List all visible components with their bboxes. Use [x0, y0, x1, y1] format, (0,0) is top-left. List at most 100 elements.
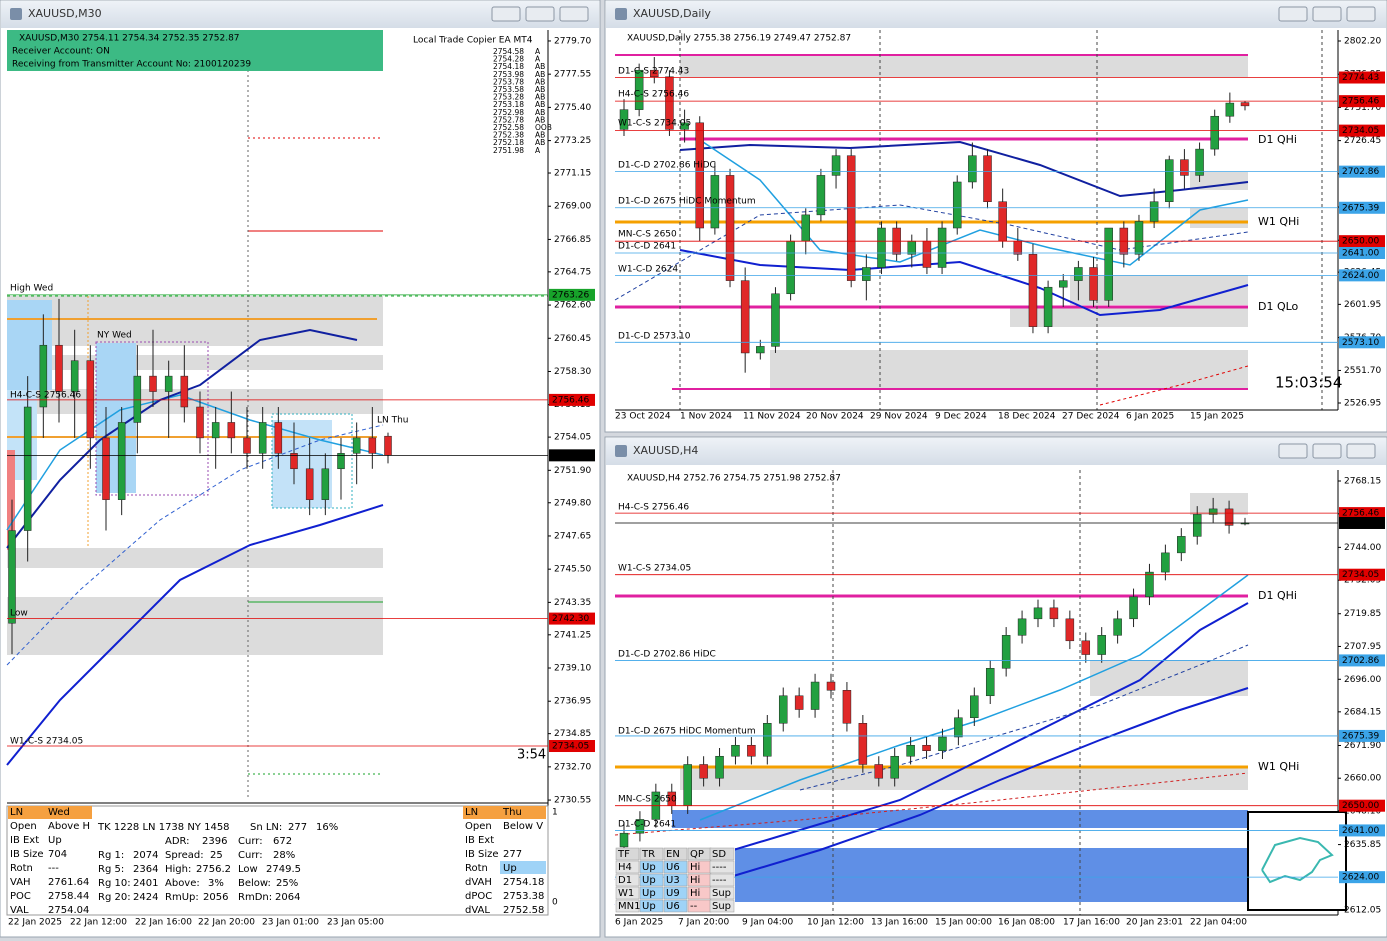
ladder-code: AB: [535, 77, 545, 86]
window-button[interactable]: [1278, 443, 1308, 459]
ladder-code: A: [535, 47, 541, 56]
table-text: Sup: [712, 901, 731, 912]
window-button[interactable]: [559, 6, 589, 22]
price-tick-label: 2768.15: [1344, 476, 1381, 486]
window-button[interactable]: [491, 6, 521, 22]
candle-body: [1043, 286, 1053, 327]
candle-body: [8, 530, 16, 624]
table-text: D1: [618, 875, 632, 886]
price-tick-label: 2758.30: [554, 367, 591, 377]
time-label: 22 Jan 04:00: [1190, 918, 1247, 928]
price-tick-label: 2771.15: [554, 169, 591, 179]
price-tick-label: 2779.70: [554, 36, 591, 46]
price-tag: [549, 393, 595, 406]
ladder-price: 2754.28: [493, 55, 524, 64]
candle-body: [731, 744, 740, 757]
candle-body: [740, 280, 750, 354]
stat: 25: [210, 850, 223, 861]
candle-body: [368, 437, 377, 454]
candle-body: [985, 668, 995, 697]
table-cell: [615, 860, 640, 874]
ladder-price: 2753.18: [493, 100, 524, 109]
price-tag: [1339, 507, 1385, 520]
price-tick-label: 2671.90: [1344, 741, 1381, 751]
stat: 2756.2: [196, 864, 231, 875]
level-label: D1-C-D 2702.86 HiDC: [618, 161, 716, 171]
window-icon: [615, 8, 627, 20]
stat: Below:: [238, 878, 271, 889]
candle-body: [922, 240, 932, 268]
stat: TK 1228 LN 1738 NY 1458: [97, 822, 230, 833]
stat: 28%: [273, 850, 295, 861]
ea-name: Local Trade Copier EA MT4: [413, 36, 533, 46]
price-tick-label: 2719.85: [1344, 609, 1381, 619]
window-button[interactable]: [1346, 443, 1376, 459]
candle-body: [907, 240, 917, 255]
candle-body: [725, 175, 735, 281]
price-tag-label: 2650.00: [1342, 237, 1379, 247]
panel-cell: 2761.64: [48, 877, 89, 888]
price-tick-label: 2802.20: [1344, 36, 1381, 46]
chart-header: XAUUSD,H4 2752.76 2754.75 2751.98 2752.8…: [627, 474, 841, 484]
stat: Rg 1:: [98, 850, 124, 861]
window-button[interactable]: [1312, 443, 1342, 459]
window-button[interactable]: [525, 6, 555, 22]
candle-body: [634, 69, 644, 110]
table-cell: [663, 886, 688, 900]
time-label: 9 Jan 04:00: [742, 918, 794, 928]
level-label: W1-C-D 2624: [618, 265, 678, 275]
candle-body: [1195, 148, 1204, 176]
price-tag-label: 2756.46: [1342, 97, 1379, 107]
price-tag: [1339, 824, 1385, 837]
stat: 672: [273, 836, 292, 847]
price-tag-label: 2752.87: [1342, 518, 1379, 528]
candle-body: [952, 181, 962, 229]
candle-body: [227, 422, 236, 439]
candle-body: [1165, 159, 1174, 202]
price-tag-label: 2702.86: [1342, 167, 1379, 177]
candle-body: [274, 422, 283, 454]
level-label: MN-C-S 2650: [618, 230, 677, 240]
price-tag: [1339, 729, 1385, 742]
panel-head: LN: [465, 807, 478, 818]
candle-body: [1180, 159, 1189, 176]
stat: 16%: [316, 822, 338, 833]
window-button[interactable]: [1312, 6, 1342, 22]
candle-body: [102, 437, 110, 500]
price-tick-label: 2734.85: [554, 729, 591, 739]
stat: 2424: [133, 892, 158, 903]
candle-body: [680, 122, 689, 130]
table-text: Sup: [712, 888, 731, 899]
level-label: D1-C-D 2641: [618, 820, 676, 830]
time-label: 20 Nov 2024: [806, 412, 864, 422]
price-tick-label: 2707.95: [1344, 642, 1381, 652]
table-cell: [615, 886, 640, 900]
window-button[interactable]: [1278, 6, 1308, 22]
table-text: SD: [712, 849, 726, 860]
stat: 2364: [133, 864, 158, 875]
table-cell: [709, 860, 735, 874]
price-tick-label: 2744.00: [1344, 543, 1381, 553]
stat: Rg 5:: [98, 864, 124, 875]
table-text: Up: [642, 862, 656, 873]
stat: Spread:: [165, 850, 204, 861]
panel-cell: VAL: [10, 905, 29, 916]
candle-body: [938, 736, 947, 751]
candle-body: [337, 453, 345, 470]
panel-cell: Rotn: [10, 863, 33, 874]
candle-body: [816, 175, 826, 216]
candle-body: [842, 690, 852, 724]
time-label: 9 Dec 2024: [935, 412, 987, 422]
price-tag-label: 2756.46: [1342, 509, 1379, 519]
price-tag-label: 2675.39: [1342, 731, 1379, 741]
candle-body: [1240, 102, 1250, 107]
level-label: NY Wed: [97, 331, 132, 341]
stat: Rg 10:: [98, 878, 131, 889]
ladder-code: AB: [535, 93, 545, 102]
ladder-code: A: [535, 55, 541, 64]
table-cell: [709, 873, 735, 887]
window-icon: [615, 445, 627, 457]
ladder-price: 2753.78: [493, 77, 524, 86]
candle-body: [970, 695, 979, 719]
window-button[interactable]: [1346, 6, 1376, 22]
